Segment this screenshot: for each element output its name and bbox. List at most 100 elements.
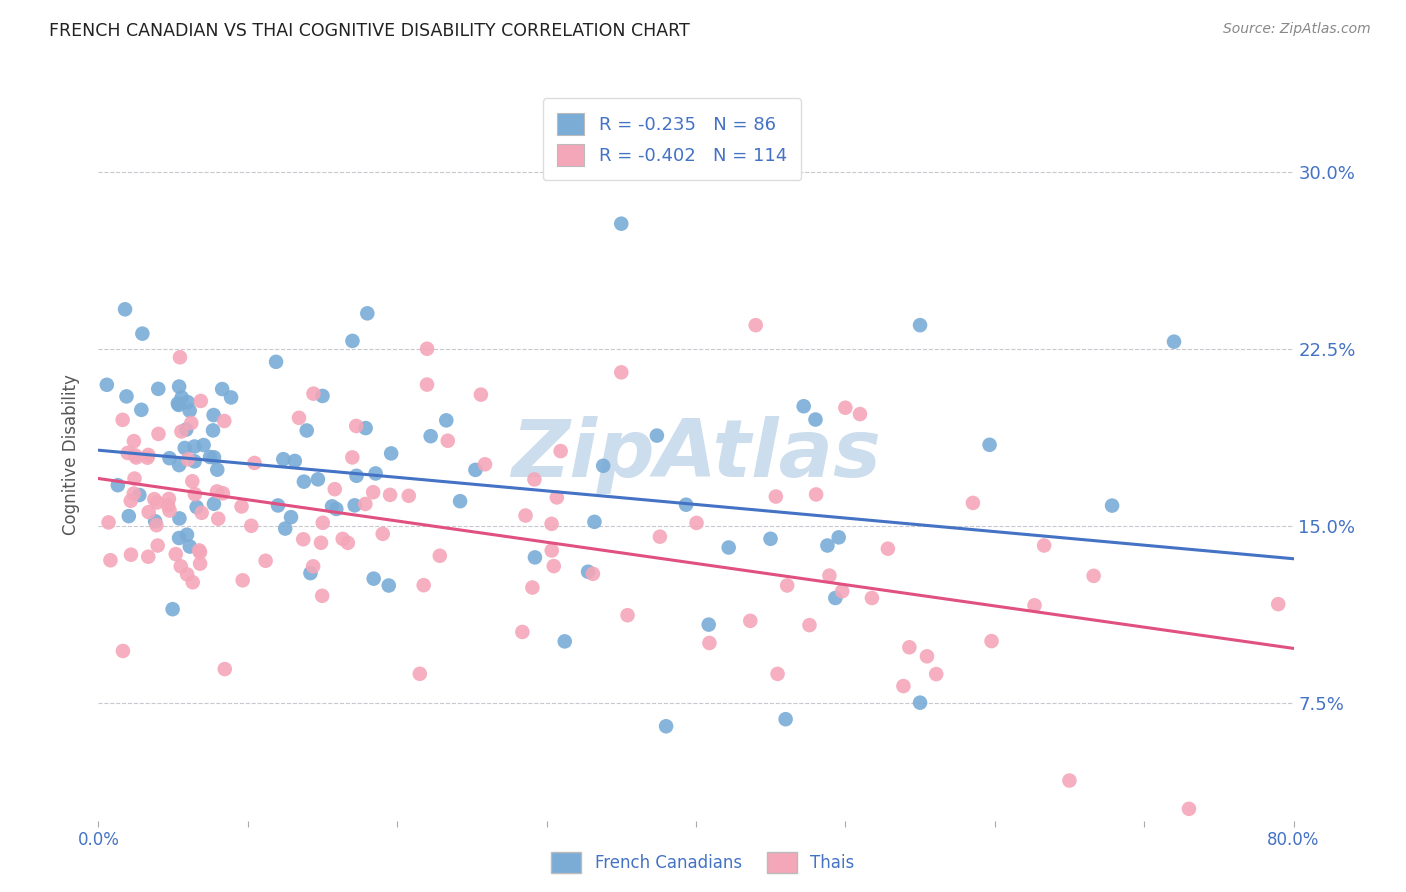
Point xyxy=(429,549,451,563)
Point xyxy=(179,403,201,417)
Point xyxy=(377,578,399,592)
Point xyxy=(207,463,229,477)
Point xyxy=(202,424,225,438)
Point xyxy=(128,488,150,502)
Point xyxy=(962,496,984,510)
Point xyxy=(697,617,720,632)
Point xyxy=(824,591,846,605)
Point xyxy=(114,302,136,317)
Point xyxy=(309,535,332,549)
Point xyxy=(371,526,394,541)
Point xyxy=(117,446,139,460)
Point xyxy=(165,547,187,561)
Point xyxy=(188,557,211,571)
Point xyxy=(302,559,325,574)
Legend: French Canadians, Thais: French Canadians, Thais xyxy=(544,846,862,880)
Point xyxy=(540,516,562,531)
Point xyxy=(363,572,385,586)
Point xyxy=(232,574,254,588)
Point xyxy=(240,518,263,533)
Point xyxy=(202,450,225,465)
Point xyxy=(170,425,193,439)
Point xyxy=(302,386,325,401)
Point xyxy=(143,514,166,528)
Point xyxy=(540,543,562,558)
Point xyxy=(267,499,290,513)
Point xyxy=(145,518,167,533)
Point xyxy=(523,550,546,565)
Point xyxy=(111,413,134,427)
Point xyxy=(167,458,190,472)
Point xyxy=(214,414,236,428)
Point xyxy=(436,434,458,448)
Point xyxy=(610,217,633,231)
Point xyxy=(915,649,938,664)
Point xyxy=(1101,499,1123,513)
Point xyxy=(818,568,841,582)
Point xyxy=(834,401,856,415)
Point xyxy=(299,566,322,581)
Point xyxy=(925,667,948,681)
Point xyxy=(148,382,170,396)
Point xyxy=(908,318,931,333)
Point xyxy=(364,467,387,481)
Point xyxy=(980,634,1002,648)
Point xyxy=(699,636,721,650)
Point xyxy=(346,468,368,483)
Point xyxy=(136,448,159,462)
Point xyxy=(177,452,200,467)
Point xyxy=(464,463,486,477)
Point xyxy=(860,591,883,605)
Point xyxy=(356,306,378,320)
Point xyxy=(342,450,364,465)
Point xyxy=(576,565,599,579)
Point xyxy=(231,500,253,514)
Point xyxy=(136,450,159,465)
Point xyxy=(1178,802,1201,816)
Point xyxy=(419,429,441,443)
Point xyxy=(831,584,853,599)
Point xyxy=(434,413,457,427)
Point xyxy=(115,389,138,403)
Point xyxy=(776,578,799,592)
Point xyxy=(124,472,146,486)
Point xyxy=(610,365,633,379)
Point xyxy=(592,458,614,473)
Point xyxy=(336,536,359,550)
Point xyxy=(292,533,315,547)
Point xyxy=(96,377,118,392)
Point xyxy=(522,581,544,595)
Point xyxy=(515,508,537,523)
Point xyxy=(583,515,606,529)
Point xyxy=(186,500,208,514)
Point xyxy=(717,541,740,555)
Point xyxy=(325,502,347,516)
Point xyxy=(740,614,762,628)
Point xyxy=(675,498,697,512)
Point xyxy=(264,355,287,369)
Point xyxy=(157,499,180,513)
Point xyxy=(190,506,212,520)
Point xyxy=(804,487,827,501)
Point xyxy=(118,509,141,524)
Point xyxy=(214,662,236,676)
Point xyxy=(295,424,318,438)
Point xyxy=(512,624,534,639)
Point xyxy=(148,426,170,441)
Point xyxy=(146,539,169,553)
Point xyxy=(138,505,160,519)
Point xyxy=(354,497,377,511)
Point xyxy=(312,516,335,530)
Y-axis label: Cognitive Disability: Cognitive Disability xyxy=(62,375,80,535)
Point xyxy=(759,532,782,546)
Point xyxy=(343,499,366,513)
Point xyxy=(307,472,329,486)
Point xyxy=(344,419,367,434)
Point xyxy=(136,549,159,564)
Point xyxy=(146,495,169,509)
Point xyxy=(648,530,671,544)
Point xyxy=(122,486,145,500)
Point xyxy=(162,602,184,616)
Point xyxy=(97,516,120,530)
Point xyxy=(181,475,204,489)
